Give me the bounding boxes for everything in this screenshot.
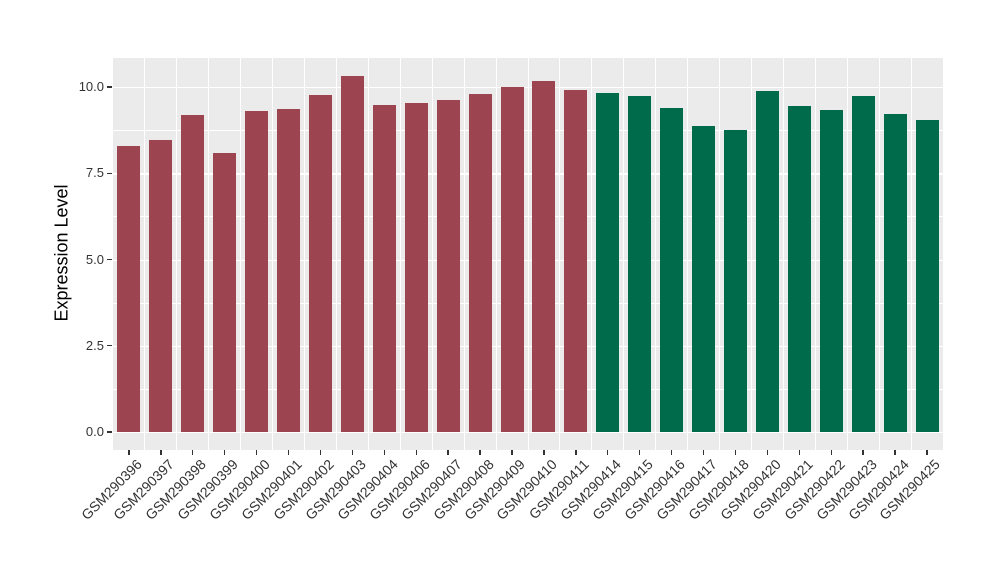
- bar-GSM290423: [851, 95, 875, 433]
- x-tick-mark: [575, 450, 577, 455]
- x-tick-mark: [479, 450, 481, 455]
- gridline-x: [910, 58, 912, 450]
- bar-GSM290410: [532, 81, 556, 433]
- bar-GSM290418: [724, 130, 747, 433]
- x-tick-mark: [734, 450, 737, 455]
- gridline-x: [814, 58, 816, 450]
- y-tick-mark: [107, 86, 112, 88]
- bar-GSM290404: [372, 105, 396, 433]
- x-tick-mark: [192, 450, 194, 455]
- gridline-x: [272, 58, 274, 450]
- x-tick-mark: [639, 450, 641, 455]
- gridline-x: [878, 58, 880, 450]
- x-tick-mark: [415, 450, 417, 455]
- x-tick-mark: [543, 450, 545, 455]
- bar-GSM290398: [181, 114, 205, 433]
- gridline-x: [304, 58, 306, 450]
- x-tick-mark: [830, 450, 832, 455]
- gridline-x: [687, 58, 689, 450]
- bar-GSM290403: [340, 75, 364, 433]
- x-tick-mark: [511, 450, 513, 455]
- x-tick-mark: [160, 450, 162, 455]
- x-tick-mark: [607, 450, 609, 455]
- bar-GSM290408: [468, 94, 492, 433]
- x-tick-mark: [255, 450, 258, 455]
- y-tick-label: 7.5: [85, 165, 104, 181]
- bar-GSM290417: [692, 126, 716, 433]
- gridline-x: [431, 58, 433, 450]
- gridline-x: [144, 58, 146, 450]
- bar-GSM290425: [915, 119, 939, 433]
- gridline-x: [367, 58, 369, 450]
- y-tick-label: 5.0: [85, 251, 104, 267]
- bar-GSM290421: [787, 105, 811, 433]
- y-tick-mark: [107, 345, 112, 347]
- x-tick-mark: [351, 450, 354, 455]
- y-tick-mark: [107, 431, 112, 433]
- gridline-x: [463, 58, 465, 450]
- x-tick-mark: [447, 450, 449, 455]
- x-tick-mark: [128, 450, 130, 455]
- bar-GSM290399: [213, 152, 237, 433]
- gridline-x: [495, 58, 497, 450]
- gridline-x: [782, 58, 784, 450]
- x-tick-mark: [287, 450, 290, 455]
- gridline-x: [335, 58, 337, 450]
- gridline-x: [240, 58, 242, 450]
- bar-GSM290415: [628, 96, 652, 433]
- gridline-x: [846, 58, 848, 450]
- x-tick-mark: [926, 450, 928, 455]
- x-tick-mark: [894, 450, 896, 455]
- y-tick-mark: [107, 258, 112, 261]
- plot-panel: [113, 58, 943, 450]
- gridline-x: [176, 58, 178, 450]
- gridline-x: [559, 58, 561, 450]
- gridline-x: [655, 58, 657, 450]
- gridline-x: [399, 58, 401, 450]
- bar-GSM290406: [404, 102, 428, 433]
- bar-GSM290396: [117, 145, 141, 433]
- bar-GSM290416: [660, 108, 684, 433]
- gridline-x: [208, 58, 210, 450]
- gridline-x: [750, 58, 752, 450]
- x-tick-mark: [224, 450, 226, 455]
- gridline-x: [591, 58, 593, 450]
- x-tick-mark: [319, 450, 322, 455]
- gridline-x: [719, 58, 721, 450]
- bar-GSM290411: [564, 89, 588, 433]
- bar-GSM290414: [596, 93, 620, 433]
- y-tick-label: 2.5: [85, 337, 104, 353]
- bar-GSM290407: [436, 100, 460, 433]
- x-tick-mark: [798, 450, 801, 455]
- y-tick-label: 10.0: [78, 78, 104, 94]
- bar-GSM290400: [245, 110, 269, 433]
- gridline-x: [527, 58, 529, 450]
- bar-GSM290409: [500, 87, 524, 433]
- x-tick-mark: [383, 450, 386, 455]
- bar-GSM290420: [755, 91, 779, 433]
- y-tick-label: 0.0: [85, 424, 104, 440]
- bar-GSM290402: [309, 94, 332, 433]
- x-tick-mark: [766, 450, 769, 455]
- bar-GSM290397: [149, 140, 173, 433]
- gridline-x: [623, 58, 625, 450]
- bar-GSM290424: [883, 114, 907, 433]
- y-tick-mark: [107, 172, 112, 174]
- bar-GSM290422: [819, 109, 843, 433]
- x-tick-mark: [702, 450, 705, 455]
- bar-GSM290401: [277, 109, 301, 433]
- x-tick-mark: [670, 450, 673, 455]
- x-tick-mark: [862, 450, 864, 455]
